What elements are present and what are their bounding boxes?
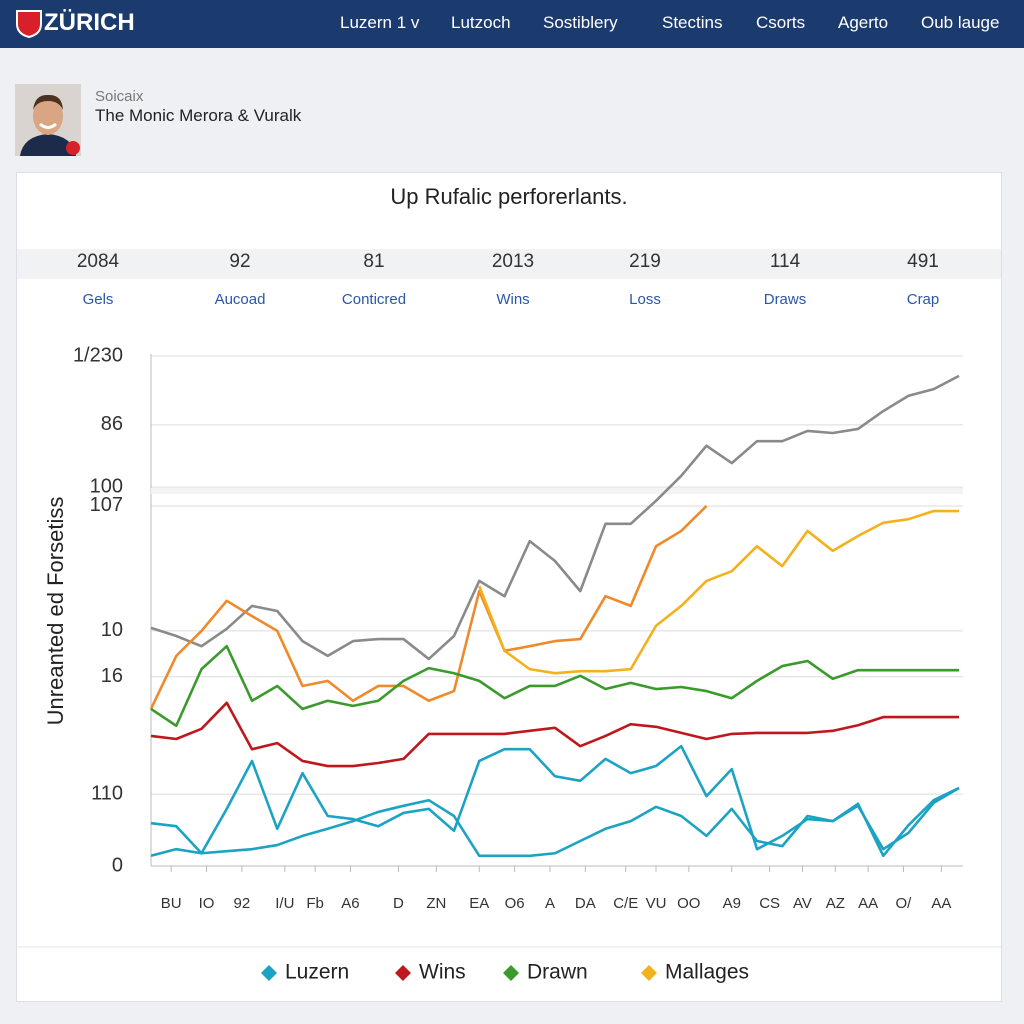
x-tick-label: Fb — [306, 895, 324, 912]
legend-marker — [503, 965, 519, 981]
stat-label: Gels — [83, 291, 114, 308]
series-line — [150, 374, 960, 661]
nav-item[interactable]: Agerto — [838, 13, 889, 32]
x-tick-label: OO — [677, 895, 700, 912]
chart-card: Up Rufalic perforerlants. 2084 Gels 92 Auco… — [16, 172, 1002, 1002]
stat-label: Crap — [907, 291, 940, 308]
stat-label: Wins — [496, 291, 529, 308]
stat-label: Loss — [629, 291, 661, 308]
x-tick-label: O6 — [505, 895, 525, 912]
x-tick-label: AV — [793, 895, 812, 912]
x-tick-label: VU — [646, 895, 667, 912]
y-tick-label: 0 — [112, 854, 123, 876]
x-tick-label: CS — [759, 895, 780, 912]
x-tick-label: A9 — [723, 895, 741, 912]
x-tick-label: ZN — [426, 895, 446, 912]
nav-item[interactable]: Csorts — [756, 13, 806, 32]
series-line — [150, 644, 959, 728]
x-tick-label: IO — [199, 895, 215, 912]
legend-marker — [641, 965, 657, 981]
logo[interactable]: ZÜRICH — [14, 8, 135, 38]
legend-label: Luzern — [285, 961, 349, 984]
legend-marker — [261, 965, 277, 981]
y-tick-label: 10 — [101, 619, 123, 641]
series-line — [150, 744, 960, 855]
stat-value: 92 — [229, 251, 250, 272]
y-axis-title: Unreanted ed Forsetiss — [43, 497, 68, 726]
x-tick-label: BU — [161, 895, 182, 912]
chart-title: Up Rufalic perforerlants. — [390, 184, 627, 209]
y-tick-label: 100 — [90, 475, 123, 497]
nav-item[interactable]: Lutzoch — [451, 13, 511, 32]
x-tick-label: C/E — [613, 895, 638, 912]
x-tick-label: D — [393, 895, 404, 912]
y-tick-label: 16 — [101, 665, 123, 687]
x-tick-label: I/U — [275, 895, 294, 912]
x-tick-label: 92 — [234, 895, 251, 912]
nav-item[interactable]: Stectins — [662, 13, 723, 32]
x-tick-label: O/ — [896, 895, 913, 912]
legend-marker — [395, 965, 411, 981]
stat-value: 2013 — [492, 251, 534, 272]
y-tick-label: 110 — [91, 782, 123, 804]
logo-shield — [16, 10, 42, 38]
series-line — [150, 701, 959, 768]
series-line — [478, 509, 959, 675]
stat-label: Conticred — [342, 291, 406, 308]
stat-label: Draws — [764, 291, 807, 308]
axis-band — [151, 488, 963, 494]
series-line — [150, 786, 960, 858]
stat-value: 114 — [770, 251, 801, 272]
nav-bar: ZÜRICH Luzern 1 v Lutzoch Sostiblery Stecti… — [0, 0, 1024, 48]
x-tick-label: AA — [931, 895, 951, 912]
x-tick-label: AA — [858, 895, 878, 912]
nav-item[interactable]: Sostiblery — [543, 13, 618, 32]
stat-value: 81 — [363, 251, 384, 272]
nav-item[interactable]: Luzern 1 v — [340, 13, 420, 32]
y-tick-label: 1/230 — [73, 344, 123, 366]
chart: Up Rufalic perforerlants. 2084 Gels 92 Auco… — [17, 184, 1001, 984]
x-tick-label: AZ — [826, 895, 845, 912]
stat-label: Aucoad — [215, 291, 266, 308]
legend-label: Wins — [419, 961, 466, 984]
stat-value: 491 — [907, 251, 939, 272]
x-tick-label: A6 — [341, 895, 359, 912]
x-tick-label: A — [545, 895, 555, 912]
legend-label: Drawn — [527, 961, 588, 984]
stat-value: 2084 — [77, 251, 120, 272]
stats-band — [17, 249, 1001, 279]
x-tick-label: DA — [575, 895, 596, 912]
avatar — [15, 84, 81, 156]
x-tick-label: EA — [469, 895, 489, 912]
y-tick-label: 86 — [101, 413, 123, 435]
profile-name: The Monic Merora & Vuralk — [95, 106, 302, 125]
logo-text: ZÜRICH — [44, 9, 135, 36]
legend-label: Mallages — [665, 961, 749, 984]
series-line — [149, 505, 708, 710]
y-tick-label: 107 — [90, 494, 123, 516]
profile-subtitle: Soicaix — [95, 88, 144, 105]
stat-value: 219 — [629, 251, 661, 272]
nav-item[interactable]: Oub lauge — [921, 13, 1000, 32]
